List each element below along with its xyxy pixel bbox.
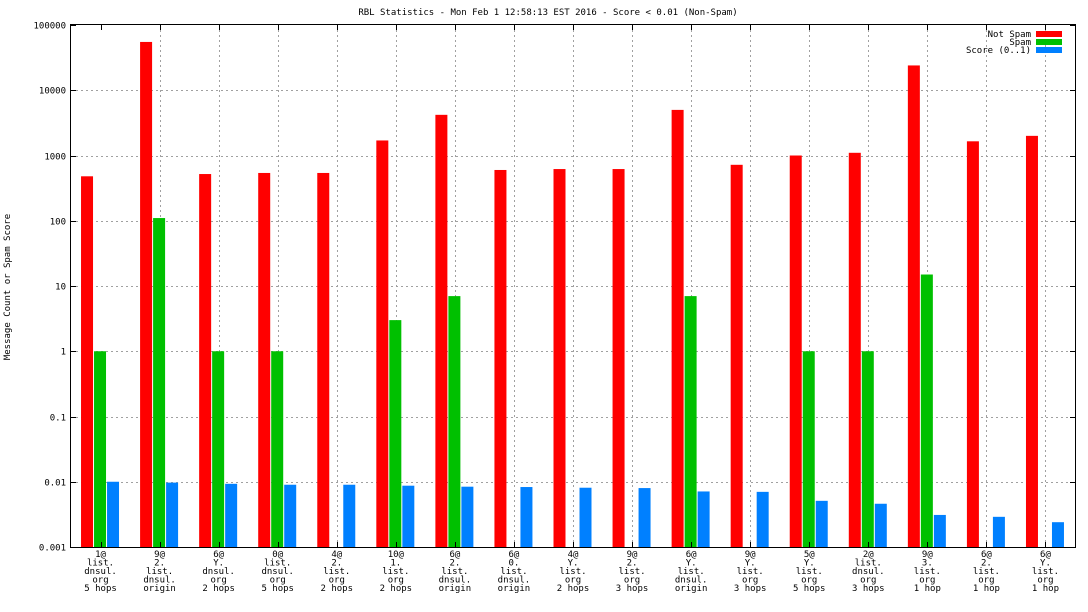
bar-not-spam: [553, 169, 566, 547]
x-tick-label: 9@ Y. list. org 3 hops: [734, 550, 767, 594]
plot-frame: [70, 24, 1076, 548]
bar-score-0-1: [638, 488, 651, 547]
y-tick-label: 10: [55, 283, 66, 293]
x-tick-label: 6@ 2. list. org 1 hop: [973, 550, 1000, 594]
bars: [81, 41, 1064, 548]
bar-spam: [802, 351, 815, 547]
bar-spam: [448, 296, 461, 547]
bar-score-0-1: [756, 491, 769, 547]
bar-score-0-1: [402, 485, 415, 547]
bar-spam: [920, 274, 933, 547]
bar-not-spam: [1025, 135, 1038, 547]
y-tick-label: 0.1: [50, 414, 66, 424]
legend-swatch: [1036, 47, 1062, 53]
x-tick-label: 1@ list. dnsul. org 5 hops: [84, 550, 117, 594]
y-tick-label: 1: [61, 348, 66, 358]
bar-spam: [389, 320, 402, 547]
bar-not-spam: [671, 109, 684, 547]
bar-not-spam: [199, 174, 212, 548]
bar-spam: [861, 351, 874, 547]
bar-score-0-1: [579, 487, 592, 547]
bar-score-0-1: [874, 503, 887, 547]
bar-score-0-1: [1051, 522, 1064, 547]
y-tick-label: 10000: [39, 87, 66, 97]
bar-score-0-1: [107, 481, 120, 547]
bar-not-spam: [376, 140, 389, 548]
bar-not-spam: [907, 65, 920, 547]
bar-score-0-1: [284, 484, 297, 547]
x-tick-label: 6@ 2. list. dnsul. origin: [439, 550, 472, 594]
bar-spam: [684, 296, 697, 547]
x-tick-label: 4@ 2. list. org 2 hops: [321, 550, 354, 594]
x-tick-label: 4@ Y. list. org 2 hops: [557, 550, 590, 594]
bar-not-spam: [140, 41, 153, 547]
axis-ticks: 0.001 0.01 0.1 1 10 100 1000 10000 100000 1@ list.…: [33, 22, 1075, 594]
x-tick-label: 9@ 3. list. org 1 hop: [914, 550, 941, 594]
bar-not-spam: [848, 152, 861, 547]
x-tick-label: 10@ 1. list. org 2 hops: [380, 550, 413, 594]
bar-score-0-1: [461, 486, 474, 547]
x-tick-label: 9@ 2. list. dnsul. origin: [143, 550, 176, 594]
bar-score-0-1: [815, 500, 828, 547]
bar-not-spam: [612, 169, 625, 547]
legend-swatch: [1036, 39, 1062, 45]
y-tick-label: 100: [50, 218, 66, 228]
bar-not-spam: [258, 172, 271, 547]
x-tick-label: 2@ list. dnsul. org 3 hops: [852, 550, 885, 594]
bar-score-0-1: [697, 491, 710, 547]
x-tick-label: 6@ Y. list. org 1 hop: [1032, 550, 1059, 594]
y-tick-label: 0.001: [39, 544, 66, 554]
bar-score-0-1: [225, 483, 238, 547]
bar-score-0-1: [343, 484, 356, 547]
bar-spam: [271, 351, 284, 547]
legend-label: Spam: [1009, 38, 1031, 48]
y-tick-label: 0.01: [44, 479, 66, 489]
bar-score-0-1: [520, 487, 533, 547]
bar-not-spam: [317, 172, 330, 547]
legend-swatch: [1036, 31, 1062, 37]
bar-not-spam: [81, 176, 94, 547]
y-tick-label: 100000: [33, 22, 66, 32]
x-tick-label: 5@ Y. list. org 5 hops: [793, 550, 826, 594]
legend-label: Not Spam: [988, 30, 1031, 40]
bar-spam: [153, 218, 166, 547]
bar-not-spam: [494, 169, 507, 547]
bar-spam: [94, 351, 107, 547]
x-tick-label: 0@ list. dnsul. org 5 hops: [261, 550, 294, 594]
bar-spam: [212, 351, 225, 547]
chart-title: RBL Statistics - Mon Feb 1 12:58:13 EST …: [358, 8, 737, 18]
bar-score-0-1: [992, 516, 1005, 547]
x-tick-label: 6@ 0. list. dnsul. origin: [498, 550, 531, 594]
bar-score-0-1: [933, 514, 946, 547]
bar-not-spam: [730, 164, 743, 547]
bar-not-spam: [789, 155, 802, 547]
y-tick-label: 1000: [44, 153, 66, 163]
bar-not-spam: [966, 141, 979, 547]
x-tick-label: 6@ Y. dnsul. org 2 hops: [202, 550, 235, 594]
bar-score-0-1: [166, 482, 179, 547]
bar-not-spam: [435, 114, 448, 548]
y-axis-label: Message Count or Spam Score: [3, 214, 13, 360]
x-tick-label: 6@ Y. list. dnsul. origin: [675, 550, 708, 594]
x-tick-label: 9@ 2. list. org 3 hops: [616, 550, 649, 594]
legend-label: Score (0..1): [966, 46, 1031, 56]
